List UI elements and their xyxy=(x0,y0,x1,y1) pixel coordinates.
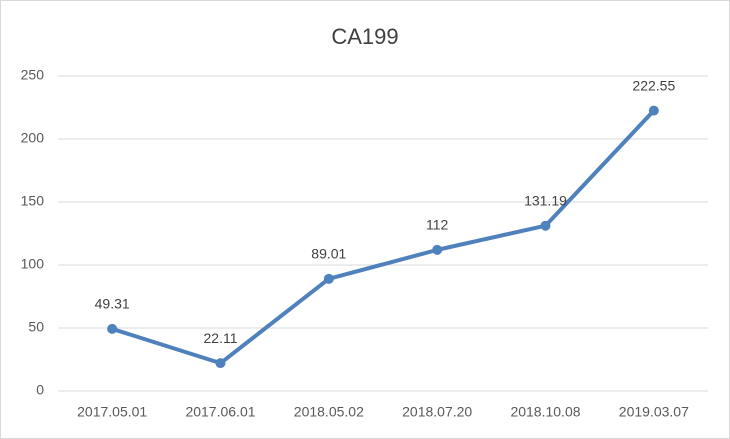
marker xyxy=(432,244,443,255)
marker xyxy=(323,273,334,284)
line xyxy=(110,108,656,366)
x-tick-label: 2017.06.01 xyxy=(185,404,255,420)
x-tick-label: 2017.05.01 xyxy=(77,404,147,420)
data-label: 49.31 xyxy=(95,296,130,312)
marker xyxy=(215,358,226,369)
data-label: 22.11 xyxy=(204,330,238,346)
chart-title: CA199 xyxy=(331,24,398,49)
x-tick-label: 2019.03.07 xyxy=(619,404,689,420)
data-label: 112 xyxy=(426,217,449,233)
y-tick-label: 200 xyxy=(21,130,45,146)
marker xyxy=(648,105,659,116)
data-label: 89.01 xyxy=(311,246,346,262)
x-tick-label: 2018.07.20 xyxy=(402,404,472,420)
y-tick-label: 50 xyxy=(28,319,44,335)
marker xyxy=(107,323,118,334)
y-tick-label: 250 xyxy=(21,67,45,83)
x-tick-label: 2018.05.02 xyxy=(294,404,364,420)
y-tick-label: 100 xyxy=(21,256,45,272)
data-label: 222.55 xyxy=(632,77,675,93)
x-tick-label: 2018.10.08 xyxy=(510,404,580,420)
y-tick-label: 0 xyxy=(36,382,44,398)
data-label: 131.19 xyxy=(524,192,567,208)
marker xyxy=(540,220,551,231)
y-tick-label: 150 xyxy=(21,193,45,209)
